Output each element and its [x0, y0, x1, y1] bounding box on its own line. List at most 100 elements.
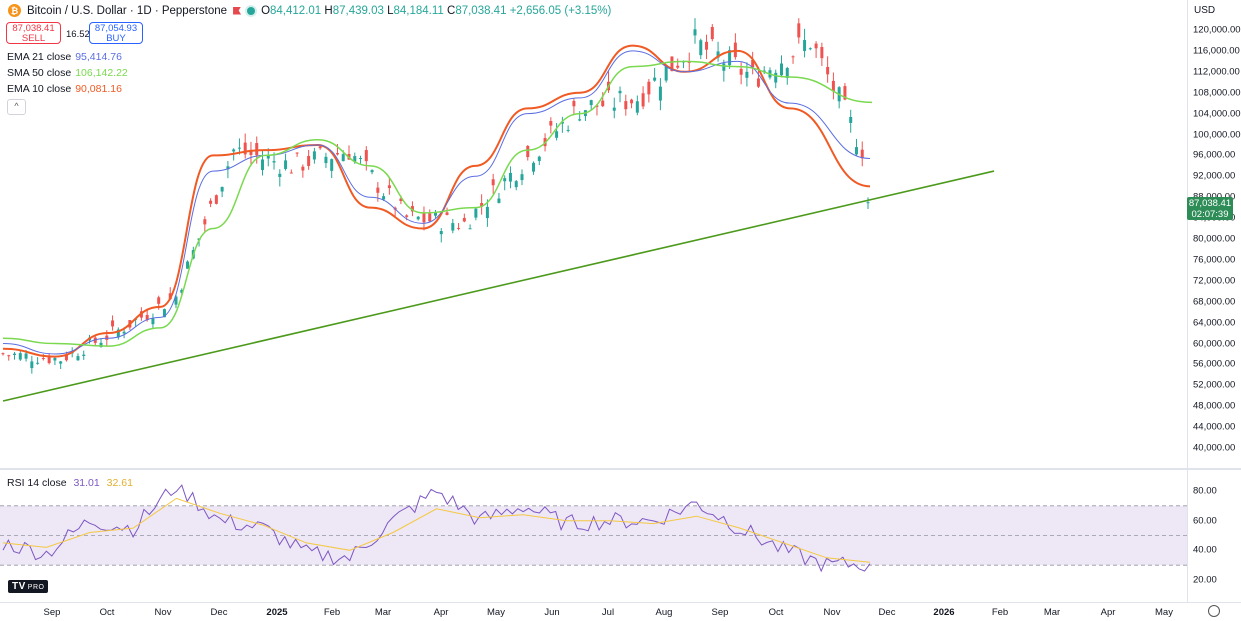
buy-label: BUY: [106, 33, 126, 44]
time-axis-label: Dec: [878, 607, 896, 618]
candle-body: [468, 228, 472, 230]
logo-text: TV: [12, 581, 26, 592]
price-tick-label: 80,000.00: [1193, 233, 1236, 245]
candle-body: [751, 60, 755, 68]
candle-body: [434, 212, 437, 216]
buy-button[interactable]: 87,054.93 BUY: [89, 22, 143, 44]
candle-body: [843, 86, 847, 100]
indicator-ema10[interactable]: EMA 10 close 90,081.16: [7, 83, 122, 95]
candle-body: [116, 329, 120, 338]
candle-body: [572, 100, 576, 107]
candle-body: [774, 72, 778, 83]
candle-body: [318, 146, 322, 149]
rsi-tick-label: 80.00: [1193, 485, 1217, 497]
price-tick-label: 68,000.00: [1193, 296, 1236, 308]
candle-body: [64, 354, 68, 361]
candle-body: [335, 153, 339, 155]
candle-body: [560, 121, 564, 124]
candle-body: [151, 318, 155, 325]
indicator-label: EMA 21 close: [7, 51, 72, 63]
candle-body: [849, 116, 853, 123]
indicator-label: SMA 50 close: [7, 67, 72, 79]
time-axis-label: Sep: [711, 607, 729, 618]
price-tick-label: 76,000.00: [1193, 254, 1236, 266]
candle-body: [457, 227, 461, 229]
sell-label: SELL: [21, 33, 46, 44]
price-tick-label: 72,000.00: [1193, 275, 1236, 287]
buy-price: 87,054.93: [94, 23, 138, 34]
change-value: +2,656.05 (+3.15%): [509, 4, 612, 17]
indicator-sma50[interactable]: SMA 50 close 106,142.22: [7, 67, 128, 79]
flag-icon[interactable]: [233, 6, 242, 15]
candle-body: [537, 156, 541, 161]
spread-value: 16.52: [66, 29, 90, 40]
candle-body: [209, 200, 213, 204]
candle-body: [745, 71, 749, 78]
candle-body: [76, 356, 80, 361]
candle-body: [13, 353, 17, 355]
chevron-up-icon: ^: [14, 101, 19, 111]
candle-body: [589, 100, 593, 106]
gear-icon[interactable]: [1208, 605, 1220, 617]
candle-body: [41, 358, 45, 360]
price-chart[interactable]: [0, 0, 1241, 468]
sell-button[interactable]: 87,038.41 SELL: [6, 22, 61, 44]
candle-body: [670, 56, 674, 72]
rsi-legend[interactable]: RSI 14 close 31.01 32.61: [7, 477, 133, 489]
price-tick-label: 52,000.00: [1193, 379, 1236, 391]
candle-body: [53, 357, 57, 361]
last-price-tag: 87,038.41 02:07:39: [1187, 197, 1233, 220]
price-scale-border: [1187, 0, 1188, 602]
candle-body: [630, 99, 634, 104]
candle-body: [47, 355, 51, 364]
candle-body: [797, 23, 801, 38]
last-price: 87,038.41: [1188, 198, 1232, 209]
rsi-tick-label: 60.00: [1193, 515, 1217, 527]
candle-body: [214, 195, 218, 204]
candle-body: [359, 158, 363, 160]
tradingview-logo[interactable]: TV PRO: [8, 580, 49, 593]
rsi-ma-line: [2, 497, 871, 563]
time-axis-label: Mar: [374, 607, 392, 618]
candle-body: [710, 26, 714, 40]
indicator-ema21[interactable]: EMA 21 close 95,414.76: [7, 51, 122, 63]
price-tick-label: 108,000.00: [1193, 87, 1241, 99]
indicator-value: 95,414.76: [75, 51, 122, 63]
candle-body: [203, 219, 207, 225]
time-axis-label: Feb: [323, 607, 341, 618]
rsi-label: RSI 14 close: [7, 477, 67, 489]
price-tick-label: 100,000.00: [1193, 129, 1241, 140]
rsi-chart[interactable]: [0, 470, 1241, 603]
candle-body: [439, 231, 443, 235]
candle-body: [289, 172, 293, 174]
candle-body: [301, 166, 305, 171]
open-value: 84,412.01: [270, 4, 322, 17]
candle-body: [111, 320, 115, 327]
time-axis-label: May: [1155, 607, 1173, 618]
candle-body: [370, 170, 374, 173]
time-axis[interactable]: Sep Oct Nov Dec 2025 Feb Mar Apr May Jun Jul Aug Sep…: [0, 602, 1241, 621]
candle-body: [99, 342, 103, 347]
time-axis-label: Apr: [1100, 607, 1116, 618]
candle-body: [59, 361, 63, 364]
candle-body: [739, 68, 743, 75]
candle-body: [226, 166, 230, 170]
price-tick-label: 120,000.00: [1193, 24, 1241, 36]
collapse-legend-button[interactable]: ^: [7, 99, 26, 115]
symbol-legend[interactable]: ₿ Bitcoin / U.S. Dollar · 1D · Peppersto…: [8, 4, 611, 17]
candle-body: [261, 159, 264, 171]
candle-body: [243, 142, 247, 155]
candle-body: [728, 50, 732, 66]
candle-body: [24, 353, 28, 359]
candle-body: [578, 119, 582, 121]
candle-body: [122, 331, 126, 334]
candle-body: [278, 173, 282, 177]
symbol-title: Bitcoin / U.S. Dollar · 1D · Pepperstone: [27, 4, 228, 17]
pane-separator[interactable]: [0, 468, 1241, 470]
candle-body: [854, 147, 858, 155]
trendline[interactable]: [2, 170, 995, 402]
price-tick-label: 56,000.00: [1193, 358, 1236, 370]
currency-selector[interactable]: USD: [1194, 5, 1216, 16]
candle-body: [474, 208, 478, 218]
candle-body: [491, 179, 495, 186]
